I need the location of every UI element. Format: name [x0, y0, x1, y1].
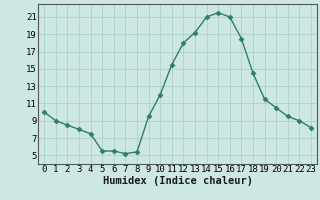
- X-axis label: Humidex (Indice chaleur): Humidex (Indice chaleur): [103, 176, 252, 186]
